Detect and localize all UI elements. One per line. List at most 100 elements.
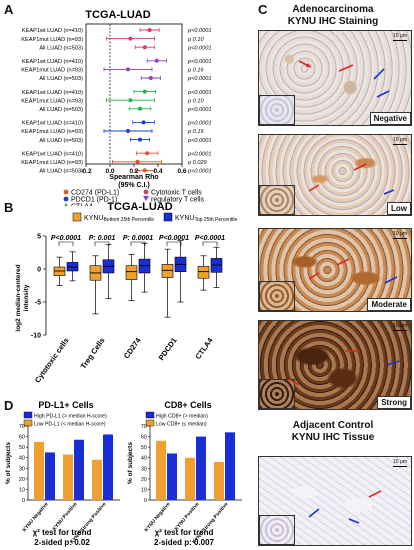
bar-y-tick-label: 70 (19, 424, 25, 430)
forest-point (135, 159, 140, 164)
forest-point (141, 120, 146, 125)
box-category-label: PDCD1 (157, 336, 179, 362)
forest-x-tick-label: 0.4 (153, 168, 162, 175)
legend-marker (64, 203, 68, 206)
forest-point (128, 98, 133, 103)
bar-y-tick-label: 40 (19, 456, 25, 462)
box-p-value: P: 0.001 (89, 235, 116, 242)
panel-label-b: B (4, 200, 14, 215)
scale-bar (393, 466, 407, 467)
box-body (161, 264, 174, 278)
forest-x-tick-label: 0.0 (105, 168, 114, 175)
bar-test-p: 2-sided p: 0.02 (34, 538, 90, 547)
forest-x-tick-label: 0.2 (129, 168, 138, 175)
box-p-value: P: 0.0001 (123, 235, 153, 242)
bar (225, 432, 235, 500)
box-y-tick-label: -10 (31, 333, 41, 340)
bar (34, 441, 44, 500)
forest-point (154, 58, 159, 63)
bar-y-tick-label: 60 (141, 435, 147, 441)
box-category-label: Cytotoxic cells (33, 336, 71, 385)
panel-label-d: D (4, 398, 14, 413)
bar-title: PD-L1+ Cells (38, 400, 93, 410)
forest-p-value: p<0.0001 (187, 45, 212, 51)
forest-plot: TCGA-LUAD KEAP1wt LUAD (n=410) p<0.0001 KE… (21, 9, 212, 189)
legend-marker (63, 196, 69, 202)
ihc-inset (259, 185, 295, 215)
bar-title: CD8+ Cells (164, 400, 211, 410)
box-y-tick-label: -5 (35, 300, 41, 307)
forest-row-label: All LUAD (n=503) (39, 138, 83, 144)
panel-label-c: C (258, 2, 268, 17)
box-plot: TCGA-LUAD KYNUBottom 25th Percentile KYN… (15, 201, 237, 385)
ihc-image-low: 10 μm Low (258, 134, 412, 216)
forest-p-value: p<0.0001 (187, 138, 212, 144)
box-body (125, 265, 138, 280)
bar-legend-low-label: Low PD-L1 (< median H-score) (34, 422, 106, 428)
box-legend-high-swatch (163, 212, 173, 222)
bar (214, 461, 224, 500)
ihc-label-low: Low (387, 202, 411, 215)
forest-p-value: p<0.0001 (187, 151, 212, 157)
bar-test-p: 2-sided p: 0.007 (154, 538, 215, 547)
ihc-image-moderate: 10 μm Moderate (258, 228, 412, 312)
forest-point (148, 76, 153, 80)
forest-row-label: KEAP1wt LUAD (n=410) (22, 121, 83, 127)
bar-y-tick-label: 20 (141, 477, 147, 483)
bar-y-tick-label: 0 (144, 498, 147, 504)
scale-bar (393, 40, 407, 41)
forest-row-label: KEAP1mut LUAD (n=93) (21, 160, 83, 166)
bar (63, 454, 73, 500)
box-p-value: P<0.0001 (51, 235, 81, 242)
legend-marker (143, 196, 149, 201)
box-y-tick-label: 0 (37, 267, 41, 274)
bar-charts: PD-L1+ Cells High PD-L1 (> median H-score… (5, 400, 242, 547)
legend-marker (63, 189, 69, 195)
forest-point (138, 106, 142, 111)
forest-p-value: p 0.029 (187, 160, 207, 166)
forest-row-label: All LUAD (n=503) (39, 45, 83, 51)
box-sig-bracket (58, 241, 74, 246)
bar-legend-low-label: Low CD8+ (≤ median) (156, 422, 207, 428)
bar-legend-high-label: High PD-L1 (> median H-score) (34, 414, 107, 420)
forest-row-label: KEAP1wt LUAD (n=410) (22, 90, 83, 96)
ihc-label-moderate: Moderate (367, 298, 411, 311)
ihc-inset (259, 515, 295, 545)
box-sig-bracket (94, 241, 110, 246)
bar-legend-low-swatch (145, 419, 155, 427)
bar-ylabel: % of subjects (127, 442, 134, 484)
ihc-arrows (308, 258, 398, 284)
scale-bar (393, 238, 407, 239)
scale-label: 10 μm (393, 323, 407, 329)
bar-y-tick-label: 10 (19, 487, 25, 493)
forest-p-value: p 0.16 (187, 68, 204, 74)
forest-p-value: p<0.0001 (187, 121, 212, 127)
forest-xlabel-2: (95% C.I.) (118, 182, 150, 189)
box-y-tick-label: 5 (37, 234, 41, 241)
forest-point (147, 28, 152, 32)
box-ylabel-2: intensity (23, 284, 30, 311)
bar-y-tick-label: 60 (19, 435, 25, 441)
bar-legend-high-swatch (145, 411, 155, 419)
ihc-image-strong: 10 μm Strong (258, 320, 412, 410)
legend-marker (143, 189, 149, 195)
forest-point (138, 137, 142, 142)
ihc-inset (259, 281, 295, 311)
ihc-arrows (288, 350, 400, 386)
scale-label: 10 μm (393, 137, 407, 143)
forest-point (126, 129, 130, 133)
scale-bar (393, 144, 407, 145)
bar-legend-high-swatch (23, 411, 33, 419)
box-p-value: P<0.0001 (195, 235, 225, 242)
forest-p-value: p 0.15 (187, 129, 204, 135)
box-ylabel-1: log2 median-centered (15, 264, 22, 331)
ihc-inset (259, 379, 295, 409)
adjacent-title-1: Adjacent Control (292, 420, 374, 431)
forest-row-label: All LUAD (n=503) (39, 169, 83, 175)
ihc-label-negative: Negative (369, 112, 411, 125)
bar-legend-low-swatch (23, 419, 33, 427)
forest-point (142, 89, 147, 94)
ihc-image-adjacent: 10 μm (258, 456, 412, 546)
bar-test-name: χ² test for trend (155, 528, 214, 537)
forest-row-label: All LUAD (n=503) (39, 76, 83, 82)
